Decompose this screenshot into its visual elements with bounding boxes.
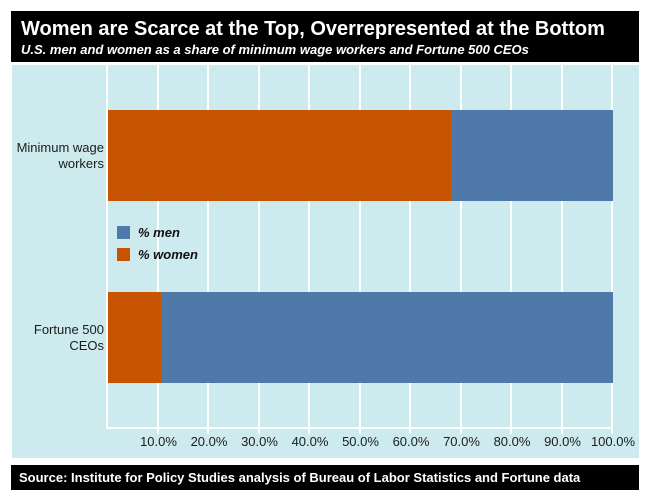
gridline-90	[560, 65, 563, 427]
chart-subtitle: U.S. men and women as a share of minimum…	[21, 42, 529, 57]
tick-label-70: 70.0%	[443, 434, 480, 449]
legend-item-men: % men	[117, 225, 198, 240]
bar-minimum-wage-workers	[108, 110, 613, 201]
tick-label-90: 90.0%	[544, 434, 581, 449]
legend: % men % women	[117, 225, 198, 269]
bar-segment-minimum-wage-workers-men	[451, 110, 613, 201]
tick-label-80: 80.0%	[493, 434, 531, 449]
plot-area: 10.0% 20.0% 30.0% 40.0% 50.0% 60.0% 70.0% 80.0%…	[12, 65, 639, 458]
gridline-20	[207, 65, 209, 427]
bar-segment-fortune-500-ceos-men	[160, 292, 613, 383]
gridline-50	[358, 65, 361, 427]
plot-panel: 10.0% 20.0% 30.0% 40.0% 50.0% 60.0% 70.0% 80.0%…	[106, 65, 635, 449]
tick-label-100: 100.0%	[590, 434, 636, 449]
legend-label-women: % women	[138, 247, 198, 262]
tick-label-40: 40.0%	[291, 434, 329, 449]
tick-label-30: 30.0%	[241, 434, 278, 449]
chart-header: Women are Scarce at the Top, Overreprese…	[11, 11, 639, 62]
bar-fortune-500-ceos	[108, 292, 613, 383]
tick-label-10: 10.0%	[140, 434, 177, 449]
source-footer: Source: Institute for Policy Studies ana…	[11, 465, 639, 490]
tick-mark-20	[207, 429, 209, 434]
tick-mark-90	[560, 429, 563, 434]
bar-segment-fortune-500-ceos-women	[108, 292, 161, 383]
tick-label-60: 60.0%	[392, 434, 430, 449]
legend-swatch-men	[117, 226, 130, 239]
tick-mark-70	[459, 429, 462, 434]
gridline-80	[510, 65, 512, 427]
gridline-70	[459, 65, 462, 427]
legend-label-men: % men	[138, 225, 180, 240]
y-axis-line	[106, 65, 108, 429]
gridline-30	[257, 65, 260, 427]
x-axis-line	[106, 427, 613, 429]
tick-mark-30	[257, 429, 260, 434]
tick-label-50: 50.0%	[342, 434, 379, 449]
tick-label-20: 20.0%	[190, 434, 228, 449]
tick-mark-60	[409, 429, 411, 434]
gridline-60	[409, 65, 411, 427]
tick-mark-100	[611, 429, 613, 434]
gridline-10	[156, 65, 159, 427]
chart-title: Women are Scarce at the Top, Overreprese…	[21, 18, 605, 40]
tick-mark-10	[156, 429, 159, 434]
tick-mark-50	[358, 429, 361, 434]
bar-segment-minimum-wage-workers-women	[108, 110, 452, 201]
category-label-fortune-500-ceos: Fortune 500 CEOs	[33, 321, 104, 353]
gridline-40	[308, 65, 310, 427]
legend-swatch-women	[117, 248, 130, 261]
legend-item-women: % women	[117, 247, 198, 262]
tick-mark-40	[308, 429, 310, 434]
gridline-100	[611, 65, 613, 427]
category-label-minimum-wage-workers: Minimum wage workers	[16, 139, 104, 171]
tick-mark-80	[510, 429, 512, 434]
source-text: Source: Institute for Policy Studies ana…	[19, 470, 581, 485]
